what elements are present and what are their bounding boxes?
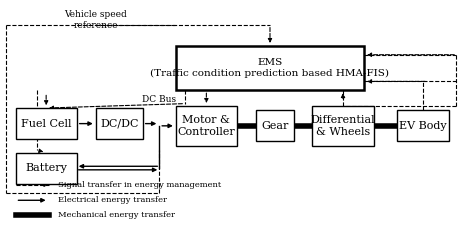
Text: Fuel Cell: Fuel Cell — [21, 119, 72, 129]
Text: Motor &
Controller: Motor & Controller — [177, 115, 235, 137]
Text: EV Body: EV Body — [399, 121, 447, 131]
Text: DC/DC: DC/DC — [100, 119, 138, 129]
FancyBboxPatch shape — [176, 106, 237, 146]
Text: Electrical energy transfer: Electrical energy transfer — [58, 196, 167, 204]
FancyBboxPatch shape — [96, 108, 143, 139]
FancyBboxPatch shape — [256, 110, 293, 141]
Text: Differential
& Wheels: Differential & Wheels — [311, 115, 375, 137]
FancyBboxPatch shape — [16, 153, 77, 184]
Text: Battery: Battery — [25, 163, 67, 173]
Text: Vehicle speed
reference: Vehicle speed reference — [64, 10, 127, 30]
FancyBboxPatch shape — [16, 108, 77, 139]
FancyBboxPatch shape — [176, 46, 364, 90]
FancyBboxPatch shape — [397, 110, 449, 141]
Text: Signal transfer in energy management: Signal transfer in energy management — [58, 181, 221, 189]
Text: Gear: Gear — [261, 121, 288, 131]
FancyBboxPatch shape — [312, 106, 374, 146]
Text: EMS
(Traffic condition prediction based HMA-FIS): EMS (Traffic condition prediction based … — [150, 58, 390, 78]
Text: Mechanical energy transfer: Mechanical energy transfer — [58, 211, 175, 219]
Text: DC Bus: DC Bus — [142, 94, 176, 104]
